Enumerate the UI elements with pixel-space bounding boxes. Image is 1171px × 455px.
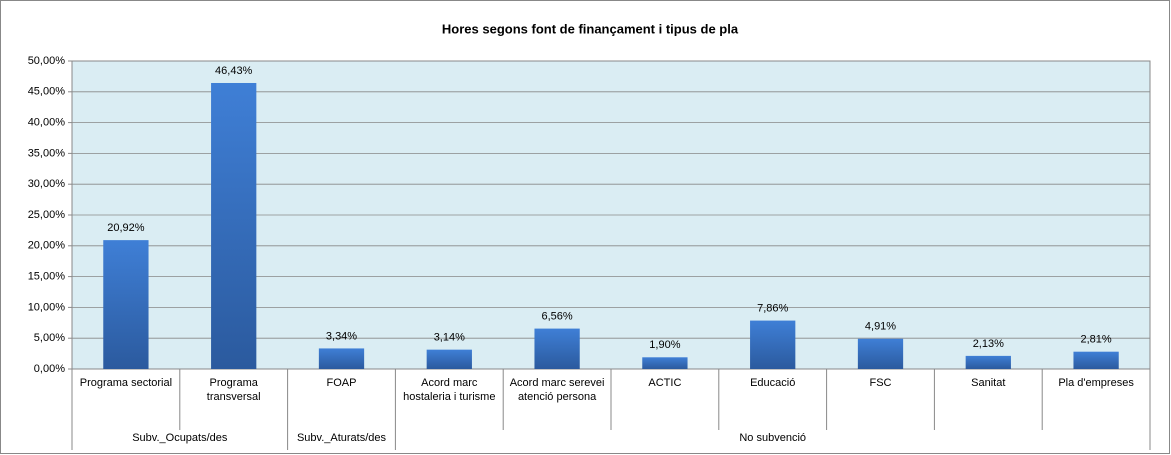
value-label: 20,92% xyxy=(107,222,145,234)
bar xyxy=(750,320,796,369)
y-tick-label: 10,00% xyxy=(28,301,66,313)
group-label: No subvenció xyxy=(739,432,806,444)
value-label: 4,91% xyxy=(865,321,896,333)
chart-title: Hores segons font de finançament i tipus… xyxy=(442,21,739,36)
y-tick-label: 35,00% xyxy=(28,147,66,159)
x-tick-label: Programa transversal xyxy=(206,377,261,403)
value-label: 2,13% xyxy=(973,338,1004,350)
x-tick-label: Programa sectorial xyxy=(79,377,173,389)
y-tick-label: 30,00% xyxy=(28,178,66,190)
bar xyxy=(211,82,257,369)
bar xyxy=(103,240,149,369)
x-tick-label: FOAP xyxy=(326,377,357,389)
x-tick-label: Acord marc serevei atenció persona xyxy=(509,377,605,403)
bar xyxy=(318,348,365,369)
x-tick-label: Pla d'empreses xyxy=(1058,377,1134,389)
bar xyxy=(965,355,1011,369)
value-label: 7,86% xyxy=(757,302,788,314)
group-label: Subv._Ocupats/des xyxy=(132,432,228,444)
bar xyxy=(642,357,688,369)
y-tick-label: 0,00% xyxy=(34,363,65,375)
x-tick-label: Sanitat xyxy=(971,377,1006,389)
y-tick-label: 45,00% xyxy=(28,86,66,98)
x-tick-label: Educació xyxy=(750,377,796,389)
value-label: 2,81% xyxy=(1080,334,1111,346)
y-tick-label: 50,00% xyxy=(28,55,66,67)
value-label: 3,34% xyxy=(326,330,357,342)
value-label: 1,90% xyxy=(649,339,680,351)
bar xyxy=(1073,351,1119,369)
x-tick-label: Acord marc hostaleria i turisme xyxy=(403,377,496,403)
x-tick-label: ACTIC xyxy=(648,377,682,389)
bar xyxy=(426,349,472,369)
y-tick-label: 15,00% xyxy=(28,271,66,283)
value-label: 46,43% xyxy=(215,65,253,77)
bar xyxy=(534,328,580,369)
y-tick-label: 20,00% xyxy=(28,240,66,252)
x-tick-label: FSC xyxy=(869,377,892,389)
bar xyxy=(857,338,904,369)
value-label: 3,14% xyxy=(434,332,465,344)
group-label: Subv._Aturats/des xyxy=(297,432,387,444)
y-tick-label: 40,00% xyxy=(28,117,66,129)
value-label: 6,56% xyxy=(541,310,572,322)
y-tick-label: 25,00% xyxy=(28,209,66,221)
y-tick-label: 5,00% xyxy=(34,332,65,344)
